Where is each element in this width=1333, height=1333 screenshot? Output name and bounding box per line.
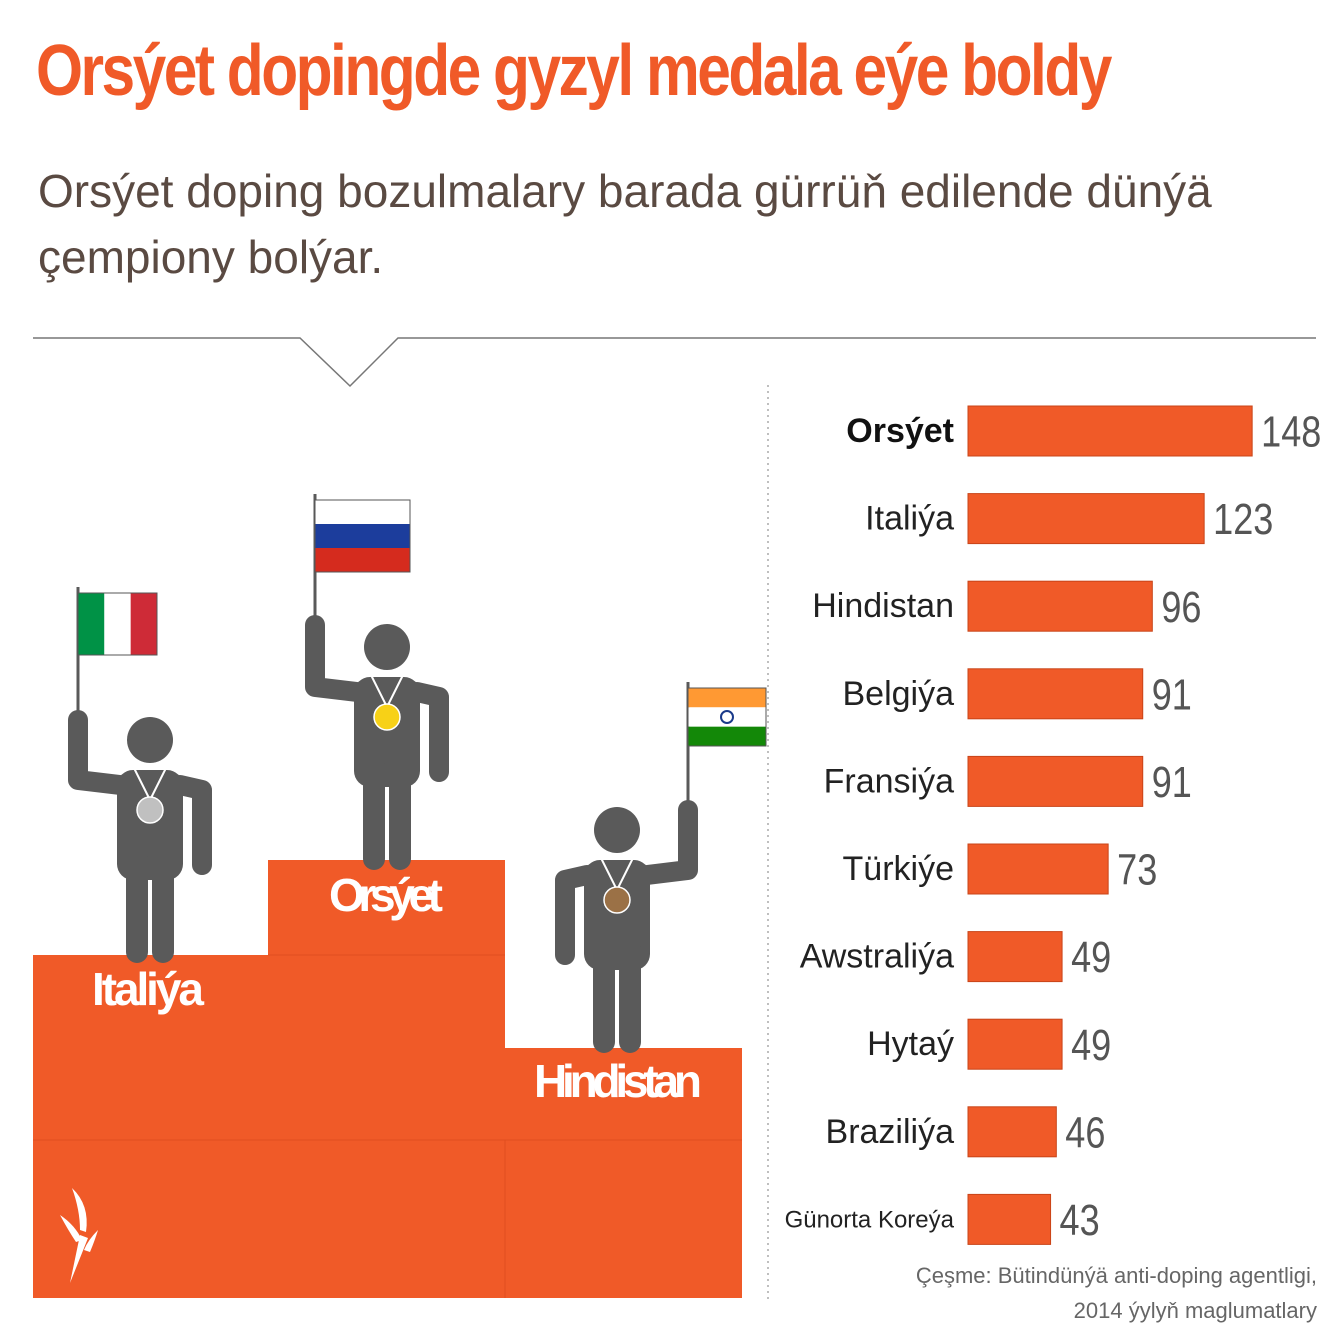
flag-emblem bbox=[720, 710, 734, 724]
podium-first bbox=[268, 860, 505, 1298]
flag-stripe bbox=[315, 524, 410, 548]
divider bbox=[33, 337, 1316, 388]
category-label: Belgiýa bbox=[842, 675, 954, 713]
arm bbox=[555, 865, 597, 965]
category-label: Türkiýe bbox=[843, 850, 954, 888]
bar bbox=[967, 755, 1144, 807]
value-label: 96 bbox=[1161, 582, 1201, 631]
arm bbox=[305, 615, 367, 702]
flag-border bbox=[77, 592, 158, 656]
logo bbox=[60, 1188, 98, 1283]
category-label: Orsýet bbox=[846, 412, 954, 450]
value-label: 43 bbox=[1060, 1196, 1100, 1245]
medal bbox=[603, 886, 631, 914]
flag-border bbox=[687, 687, 767, 747]
category-label: Awstraliýa bbox=[800, 938, 954, 976]
category-label: Hytaý bbox=[867, 1025, 954, 1063]
value-label: 49 bbox=[1071, 933, 1111, 982]
arm bbox=[637, 800, 698, 885]
value-label: 123 bbox=[1213, 495, 1273, 544]
bar bbox=[967, 405, 1253, 457]
athlete bbox=[555, 682, 767, 1053]
flag-stripe bbox=[104, 593, 131, 655]
title: Orsýet dopingde gyzyl medala eýe boldy bbox=[36, 31, 1112, 111]
category-label: Hindistan bbox=[812, 587, 954, 625]
flag-stripe bbox=[315, 500, 410, 524]
category-label: Italiýa bbox=[865, 500, 954, 538]
arm bbox=[68, 710, 130, 795]
category-label: Braziliýa bbox=[826, 1113, 955, 1151]
podium-third bbox=[505, 1048, 742, 1298]
podium-label: Orsýet bbox=[329, 869, 443, 921]
athlete bbox=[305, 494, 449, 870]
value-label: 91 bbox=[1152, 758, 1192, 807]
value-label: 91 bbox=[1152, 670, 1192, 719]
medal bbox=[373, 703, 401, 731]
bar bbox=[967, 668, 1144, 720]
head bbox=[594, 807, 640, 853]
bar bbox=[967, 843, 1109, 895]
value-label: 73 bbox=[1117, 845, 1157, 894]
bar bbox=[967, 580, 1153, 632]
source: Çeşme: Bütindünýä anti-doping agentligi,… bbox=[915, 1263, 1317, 1323]
bar bbox=[967, 493, 1205, 545]
bar bbox=[967, 1106, 1057, 1158]
category-label: Fransiýa bbox=[824, 762, 954, 800]
flag-stripe bbox=[78, 593, 105, 655]
subtitle: Orsýet doping bozulmalary barada gürrüň … bbox=[38, 165, 1212, 283]
podium-second bbox=[33, 955, 268, 1298]
flag-stripe bbox=[315, 548, 410, 572]
value-label: 46 bbox=[1065, 1108, 1105, 1157]
head bbox=[127, 717, 173, 763]
bar bbox=[967, 1018, 1063, 1070]
flag-stripe bbox=[688, 707, 766, 727]
head bbox=[364, 624, 410, 670]
category-label: Günorta Koreýa bbox=[785, 1207, 955, 1234]
flag-stripe bbox=[688, 726, 766, 746]
value-label: 148 bbox=[1261, 407, 1321, 456]
flag-border bbox=[314, 499, 411, 573]
bar bbox=[967, 931, 1063, 983]
podium-label: Italiýa bbox=[92, 963, 204, 1015]
flag-stripe bbox=[688, 688, 766, 708]
arm bbox=[407, 682, 449, 782]
podium-label: Hindistan bbox=[534, 1055, 702, 1107]
athlete bbox=[68, 587, 212, 963]
value-label: 49 bbox=[1071, 1020, 1111, 1069]
bar bbox=[967, 1193, 1052, 1245]
medal bbox=[136, 796, 164, 824]
flag-stripe bbox=[130, 593, 157, 655]
arm bbox=[170, 775, 212, 875]
